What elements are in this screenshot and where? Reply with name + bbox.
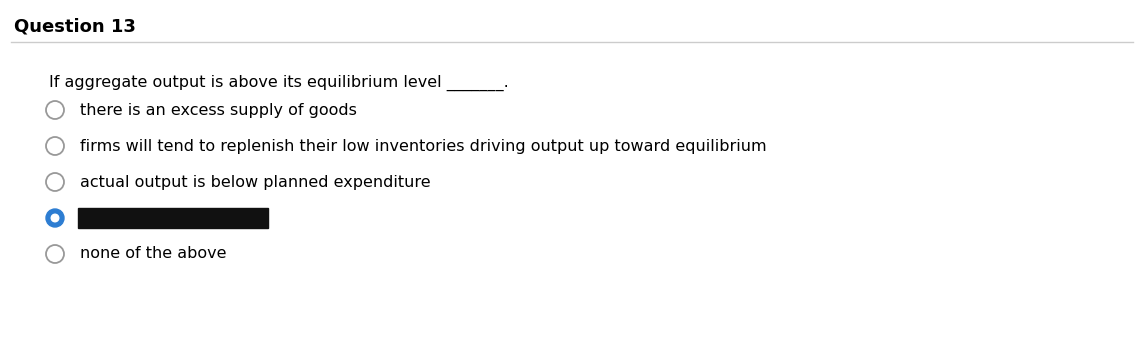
Text: none of the above: none of the above — [80, 247, 227, 261]
Text: If aggregate output is above its equilibrium level _______.: If aggregate output is above its equilib… — [49, 75, 509, 91]
Bar — [78, 208, 268, 228]
Circle shape — [51, 214, 58, 222]
Text: there is an excess supply of goods: there is an excess supply of goods — [80, 103, 357, 118]
Text: Question 13: Question 13 — [14, 18, 136, 36]
Circle shape — [46, 209, 64, 227]
Text: actual output is below planned expenditure: actual output is below planned expenditu… — [80, 174, 430, 190]
Text: all of the above: all of the above — [80, 211, 205, 226]
Text: firms will tend to replenish their low inventories driving output up toward equi: firms will tend to replenish their low i… — [80, 139, 766, 153]
